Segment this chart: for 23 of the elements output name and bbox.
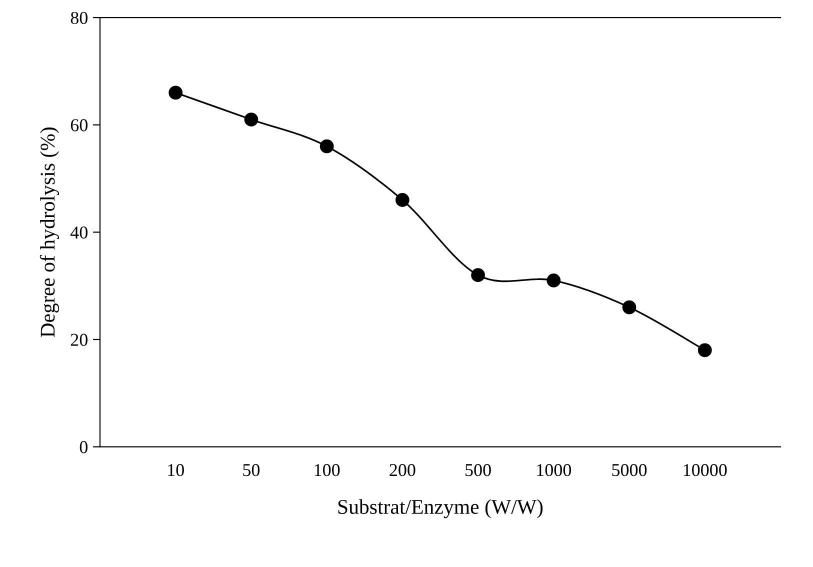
x-tick-label: 10000 xyxy=(684,464,727,476)
point xyxy=(698,343,712,358)
point xyxy=(546,274,561,288)
point xyxy=(395,193,410,207)
point xyxy=(168,86,183,100)
y-axis-title: Degree of hydrolysis (%) xyxy=(40,128,60,338)
y-tick-label: 0 xyxy=(80,441,88,454)
point xyxy=(471,268,485,282)
y-tick-label: 40 xyxy=(70,226,88,239)
y-tick-label: 60 xyxy=(70,119,88,132)
x-axis-title: Substrat/Enzyme (W/W) xyxy=(338,499,543,518)
x-tick-label: 10 xyxy=(168,464,184,476)
x-tick-label: 1000 xyxy=(537,464,572,476)
point xyxy=(244,112,258,126)
point xyxy=(320,139,334,154)
x-tick-label: 500 xyxy=(466,464,491,476)
x-tick-label: 5000 xyxy=(612,464,647,476)
x-tick-label: 200 xyxy=(390,464,416,476)
y-tick-label: 20 xyxy=(70,334,88,346)
y-tick-label: 80 xyxy=(70,12,88,24)
x-tick-label: 100 xyxy=(314,464,340,476)
point xyxy=(622,300,636,314)
x-tick-label: 50 xyxy=(243,464,260,476)
